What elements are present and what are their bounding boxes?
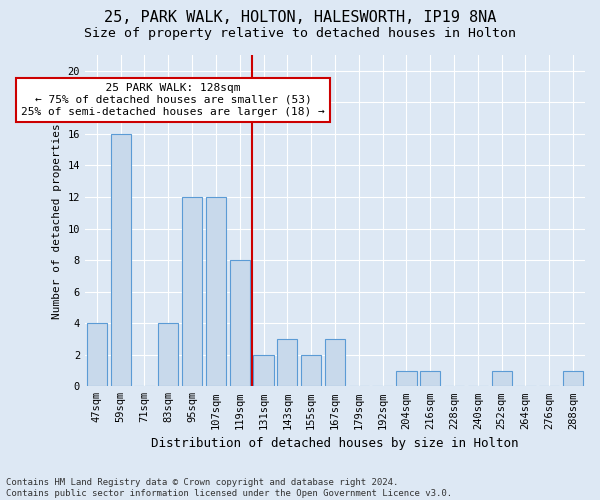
Bar: [491, 370, 512, 386]
Bar: [325, 339, 345, 386]
Bar: [277, 339, 298, 386]
Text: 25, PARK WALK, HOLTON, HALESWORTH, IP19 8NA: 25, PARK WALK, HOLTON, HALESWORTH, IP19 …: [104, 10, 496, 25]
Bar: [87, 323, 107, 386]
Bar: [301, 355, 321, 386]
Bar: [396, 370, 416, 386]
Bar: [420, 370, 440, 386]
Bar: [563, 370, 583, 386]
Bar: [206, 197, 226, 386]
X-axis label: Distribution of detached houses by size in Holton: Distribution of detached houses by size …: [151, 437, 519, 450]
Text: Contains HM Land Registry data © Crown copyright and database right 2024.
Contai: Contains HM Land Registry data © Crown c…: [6, 478, 452, 498]
Text: Size of property relative to detached houses in Holton: Size of property relative to detached ho…: [84, 28, 516, 40]
Bar: [253, 355, 274, 386]
Bar: [230, 260, 250, 386]
Y-axis label: Number of detached properties: Number of detached properties: [52, 123, 62, 318]
Bar: [158, 323, 178, 386]
Bar: [182, 197, 202, 386]
Bar: [110, 134, 131, 386]
Text: 25 PARK WALK: 128sqm  
← 75% of detached houses are smaller (53)
25% of semi-det: 25 PARK WALK: 128sqm ← 75% of detached h…: [21, 84, 325, 116]
